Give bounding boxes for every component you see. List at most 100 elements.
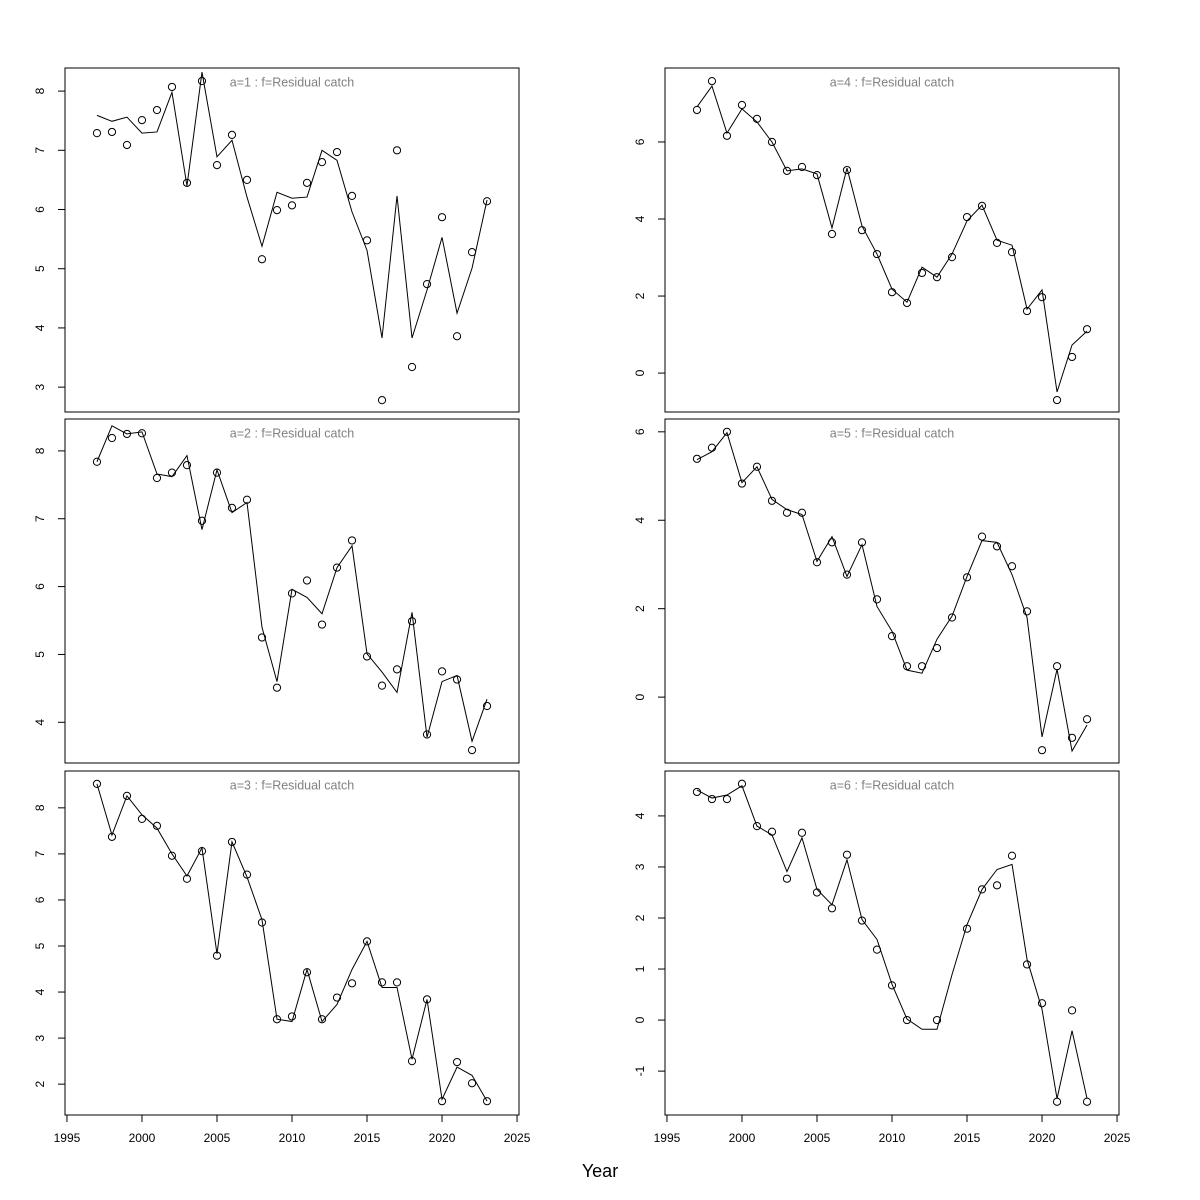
data-point xyxy=(797,162,807,172)
data-point xyxy=(92,457,102,466)
plot-frame xyxy=(664,418,1120,764)
data-point xyxy=(977,532,987,541)
y-tick-label: 8 xyxy=(33,447,47,454)
data-point xyxy=(827,229,837,239)
data-point xyxy=(1052,1097,1062,1106)
data-point xyxy=(272,1015,282,1024)
data-point xyxy=(167,851,177,860)
data-point xyxy=(1037,746,1047,755)
y-tick-label: 7 xyxy=(33,850,47,857)
y-tick-label: 4 xyxy=(33,988,47,995)
data-point xyxy=(872,595,882,604)
data-point xyxy=(482,701,492,711)
y-tick-label: 6 xyxy=(633,138,647,145)
data-point xyxy=(1052,662,1062,671)
data-point xyxy=(947,613,957,622)
data-point xyxy=(257,633,267,642)
y-tick-label: 0 xyxy=(633,693,647,700)
fitted-line xyxy=(696,785,1088,1099)
fitted-line xyxy=(96,425,488,744)
data-point xyxy=(1082,1097,1092,1106)
data-point xyxy=(737,779,747,788)
data-point xyxy=(347,191,357,200)
data-point xyxy=(842,165,852,175)
data-point xyxy=(812,170,822,180)
data-point xyxy=(767,137,777,147)
x-tick-label: 2015 xyxy=(954,1131,981,1145)
data-point xyxy=(107,433,117,443)
data-point xyxy=(1082,715,1092,724)
data-point xyxy=(272,683,282,692)
data-point xyxy=(1007,248,1017,257)
data-point xyxy=(737,479,747,488)
y-tick-label: 4 xyxy=(633,517,647,524)
fitted-line xyxy=(696,431,1088,753)
data-point xyxy=(197,76,207,86)
y-tick-label: 0 xyxy=(633,369,647,376)
data-point xyxy=(797,508,807,517)
data-point xyxy=(887,981,897,990)
x-tick-label: 2015 xyxy=(354,1131,381,1145)
data-point xyxy=(362,937,372,946)
panel-title: a=4 : f=Residual catch xyxy=(830,75,954,89)
x-tick-label: 1995 xyxy=(654,1131,681,1145)
x-tick-label: 2025 xyxy=(1104,1131,1131,1145)
data-point xyxy=(167,82,177,92)
data-point xyxy=(332,147,342,157)
y-tick-label: 2 xyxy=(33,1080,47,1087)
data-point xyxy=(332,563,342,572)
data-point xyxy=(902,1015,912,1025)
data-point xyxy=(302,576,312,585)
data-point xyxy=(152,105,162,115)
data-point xyxy=(377,396,387,405)
x-tick-label: 2000 xyxy=(129,1131,156,1145)
data-point xyxy=(722,794,732,804)
data-point xyxy=(197,516,207,525)
data-point xyxy=(437,667,447,676)
data-point xyxy=(212,161,222,170)
y-tick-label: 2 xyxy=(633,292,647,299)
data-point xyxy=(827,904,837,913)
data-point xyxy=(842,570,852,579)
fitted-line xyxy=(696,85,1088,393)
y-tick-label: 6 xyxy=(633,428,647,435)
data-point xyxy=(137,429,147,438)
data-point xyxy=(407,617,417,626)
data-point xyxy=(182,178,192,187)
data-point xyxy=(1082,325,1092,334)
data-point xyxy=(857,916,867,925)
data-point xyxy=(437,213,447,222)
data-point xyxy=(467,746,477,755)
data-point xyxy=(272,205,282,215)
y-tick-label: 8 xyxy=(33,87,47,94)
data-point xyxy=(872,249,882,259)
data-point xyxy=(752,822,762,831)
plot-frame xyxy=(64,67,520,413)
data-point xyxy=(122,791,132,800)
data-point xyxy=(287,201,297,210)
data-point xyxy=(227,130,237,140)
x-tick-label: 1995 xyxy=(54,1131,81,1145)
y-tick-label: -1 xyxy=(633,1065,647,1076)
data-point xyxy=(347,979,357,988)
data-point xyxy=(392,978,402,987)
data-point xyxy=(797,828,807,837)
data-point xyxy=(482,197,492,206)
x-tick-label: 2020 xyxy=(1029,1131,1056,1145)
y-tick-label: 3 xyxy=(33,1034,47,1041)
data-point xyxy=(152,473,162,483)
y-tick-label: 5 xyxy=(33,651,47,658)
y-tick-label: 3 xyxy=(33,383,47,390)
data-point xyxy=(722,427,732,436)
y-tick-label: 4 xyxy=(33,719,47,726)
data-point xyxy=(422,730,432,739)
panel-title: a=2 : f=Residual catch xyxy=(230,426,354,440)
data-point xyxy=(1067,733,1077,742)
y-tick-label: 1 xyxy=(633,965,647,972)
data-point xyxy=(707,76,717,86)
data-point xyxy=(317,1015,327,1024)
data-point xyxy=(377,681,387,690)
data-point xyxy=(347,536,357,545)
data-point xyxy=(317,620,327,629)
